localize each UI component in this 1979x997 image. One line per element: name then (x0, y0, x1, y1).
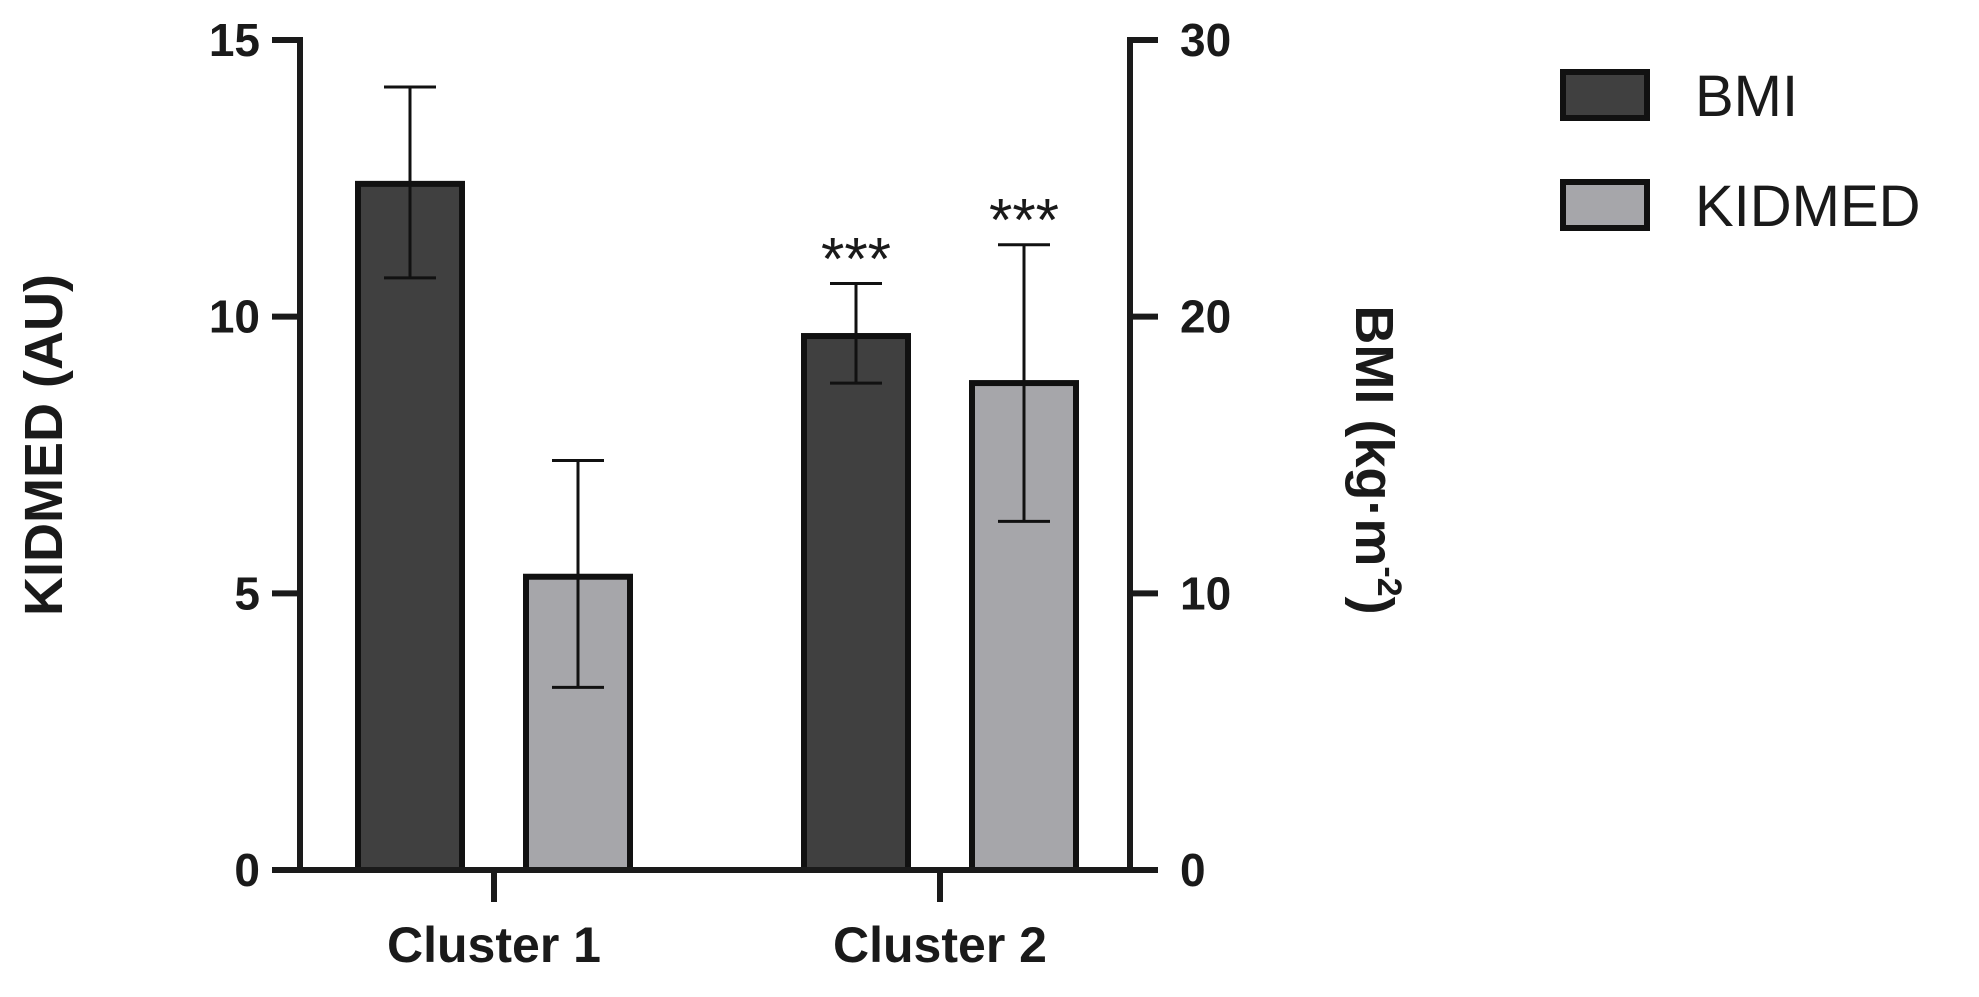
left-tick-label: 15 (209, 14, 260, 66)
right-axis-title-end: ) (1344, 597, 1404, 615)
bar-bmi-2 (801, 333, 911, 873)
left-tick-label: 0 (234, 844, 260, 896)
legend-label-kidmed: KIDMED (1695, 174, 1921, 239)
significance-label: *** (989, 187, 1059, 254)
bars-layer: *** *** (355, 85, 1079, 874)
significance-label: *** (821, 225, 891, 292)
left-tick-label: 5 (234, 567, 260, 619)
x-tick-label: Cluster 1 (387, 917, 601, 973)
legend: BMI KIDMED (1560, 64, 1921, 239)
right-tick-label: 30 (1180, 14, 1231, 66)
legend-label-bmi: BMI (1695, 64, 1798, 129)
legend-swatch-bmi (1560, 69, 1650, 121)
legend-swatch-kidmed (1560, 179, 1650, 231)
left-axis-title: KIDMED (AU) (14, 274, 74, 616)
x-tick-label: Cluster 2 (833, 917, 1047, 973)
right-tick-label: 20 (1180, 291, 1231, 343)
right-axis-title: BMI (kg·m-2) (1344, 305, 1408, 614)
right-tick-label: 10 (1180, 567, 1231, 619)
right-axis-title-sup: -2 (1370, 566, 1408, 596)
bar-bmi-1 (355, 180, 465, 874)
right-axis-title-main: BMI (kg·m (1344, 305, 1404, 566)
left-tick-label: 10 (209, 291, 260, 343)
right-tick-label: 0 (1180, 844, 1206, 896)
axes-layer: 0 5 10 15 0 10 20 30 Cluster 1 Cluster 2 (209, 14, 1231, 973)
